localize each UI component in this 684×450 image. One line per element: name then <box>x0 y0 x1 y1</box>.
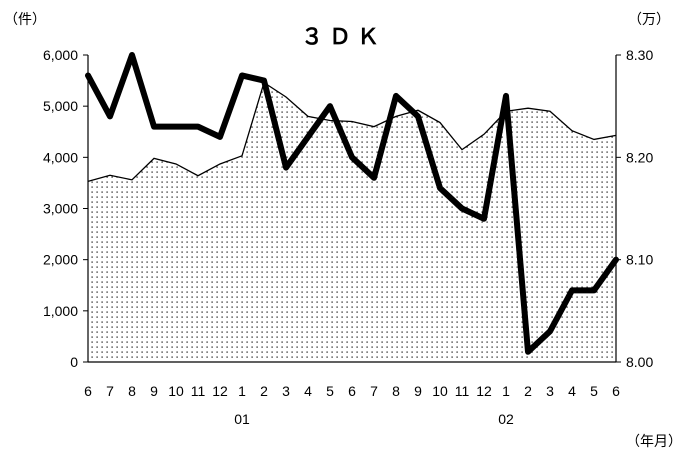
x-tick-label: 9 <box>150 383 158 399</box>
x-tick-label: 12 <box>212 383 228 399</box>
x-tick-label: 6 <box>84 383 92 399</box>
x-tick-label: 8 <box>128 383 136 399</box>
x-tick-label: 4 <box>304 383 312 399</box>
x-tick-label: 7 <box>370 383 378 399</box>
left-tick-label: 4,000 <box>43 149 78 165</box>
right-tick-label: 8.00 <box>626 354 653 370</box>
x-tick-label: 1 <box>238 383 246 399</box>
left-axis-unit: （件） <box>4 11 46 27</box>
x-axis-unit: （年月） <box>626 433 682 449</box>
left-tick-label: 1,000 <box>43 303 78 319</box>
axes <box>83 54 621 363</box>
area-outline <box>87 81 617 183</box>
left-tick-label: 0 <box>70 354 78 370</box>
year-label: 02 <box>498 411 514 427</box>
x-tick-label: 11 <box>455 383 470 399</box>
right-tick-label: 8.30 <box>626 47 653 63</box>
x-tick-label: 2 <box>260 383 268 399</box>
x-tick-label: 3 <box>546 383 554 399</box>
right-tick-label: 8.10 <box>626 252 653 268</box>
year-label: 01 <box>234 411 250 427</box>
x-tick-label: 4 <box>568 383 576 399</box>
tick-labels: 0 1,000 2,000 3,000 4,000 5,000 6,000 8.00 8.10 8… <box>43 47 654 427</box>
left-tick-label: 2,000 <box>43 252 78 268</box>
x-tick-label: 10 <box>432 383 448 399</box>
x-tick-label: 7 <box>106 383 114 399</box>
left-tick-label: 5,000 <box>43 98 78 114</box>
x-tick-label: 10 <box>168 383 184 399</box>
x-tick-label: 1 <box>502 383 510 399</box>
x-tick-label: 11 <box>191 383 206 399</box>
area-series <box>87 81 617 362</box>
x-tick-label: 2 <box>524 383 532 399</box>
x-tick-label: 6 <box>348 383 356 399</box>
left-tick-label: 6,000 <box>43 47 78 63</box>
x-tick-label: 8 <box>392 383 400 399</box>
right-axis-unit: （万） <box>628 11 670 27</box>
left-tick-label: 3,000 <box>43 201 78 217</box>
price-line <box>85 52 619 355</box>
x-tick-label: 6 <box>612 383 620 399</box>
x-tick-label: 3 <box>282 383 290 399</box>
x-tick-label: 9 <box>414 383 422 399</box>
x-tick-label: 12 <box>476 383 492 399</box>
area-fill <box>88 82 616 362</box>
line-series <box>85 52 619 355</box>
x-tick-label: 5 <box>326 383 334 399</box>
right-tick-label: 8.20 <box>626 149 653 165</box>
x-tick-label: 5 <box>590 383 598 399</box>
chart-title: ３ＤＫ <box>301 25 385 50</box>
